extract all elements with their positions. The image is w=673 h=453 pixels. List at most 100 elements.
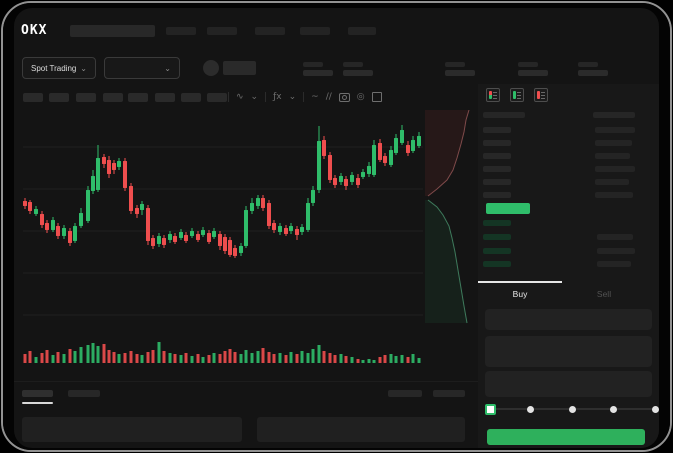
volume-bar: [317, 345, 321, 363]
orderbook-buy-view-icon[interactable]: [510, 88, 524, 102]
drawing-tools-icon[interactable]: //: [325, 92, 332, 102]
candle-body: [322, 140, 326, 156]
timeframe-button[interactable]: [207, 93, 227, 102]
pair-selector[interactable]: ⌄: [104, 57, 180, 79]
chevron-down-icon[interactable]: ⌄: [288, 92, 297, 102]
candle-body: [96, 158, 100, 190]
volume-bar: [162, 351, 166, 363]
candle-body: [233, 248, 237, 256]
timeframe-button[interactable]: [155, 93, 175, 102]
camera-icon[interactable]: [338, 92, 350, 102]
settings-icon[interactable]: ◎: [356, 92, 365, 102]
orderbook-sell-view-icon[interactable]: [534, 88, 548, 102]
indicators-icon[interactable]: ƒx: [273, 92, 282, 102]
candle-body: [383, 156, 387, 163]
candle-body: [102, 157, 106, 164]
timeframe-button[interactable]: [128, 93, 148, 102]
candle-body: [256, 198, 260, 206]
line-tool-icon[interactable]: ~: [311, 92, 319, 102]
candle-body: [56, 226, 60, 236]
volume-bar: [196, 354, 200, 363]
okx-logo[interactable]: OKX: [21, 23, 48, 38]
volume-bar: [34, 357, 38, 363]
volume-bar: [140, 355, 144, 363]
view-icon-line: [541, 94, 545, 96]
candle-body: [367, 166, 371, 174]
stat-value-placeholder: [445, 70, 475, 76]
candle-body: [157, 236, 161, 244]
view-icon-line: [493, 97, 497, 99]
ask-amount-placeholder: [595, 192, 633, 198]
view-icon-line: [541, 97, 545, 99]
orderbook-header-placeholder: [483, 112, 525, 118]
volume-bar: [51, 355, 55, 363]
candle-type-icon[interactable]: ∿: [236, 92, 244, 102]
slider-step-dot[interactable]: [609, 406, 617, 413]
bid-price-placeholder: [483, 248, 511, 254]
order-form-field[interactable]: [485, 371, 652, 397]
divider: [303, 92, 305, 102]
slider-step-dot[interactable]: [651, 406, 659, 413]
candle-body: [212, 231, 216, 237]
candle-body: [344, 179, 348, 186]
ask-price-placeholder: [483, 127, 511, 133]
slider-step-dot[interactable]: [526, 406, 534, 413]
volume-bar: [184, 353, 188, 363]
ask-amount-placeholder: [595, 166, 635, 172]
volume-bar: [123, 353, 127, 363]
order-form-field[interactable]: [485, 309, 652, 330]
volume-bar: [267, 352, 271, 363]
view-icon-marker: [513, 91, 516, 99]
candle-body: [289, 226, 293, 231]
chevron-down-icon: ⌄: [164, 63, 171, 73]
volume-bar: [102, 344, 106, 363]
volume-bar: [306, 353, 310, 363]
timeframe-button[interactable]: [181, 93, 201, 102]
timeframe-button[interactable]: [23, 93, 43, 102]
candle-body: [123, 161, 127, 188]
candle-body: [173, 236, 177, 242]
candle-body: [250, 203, 254, 211]
ask-amount-placeholder: [595, 153, 630, 159]
volume-bar: [261, 348, 265, 363]
volume-bar: [45, 350, 49, 363]
ask-amount-placeholder: [595, 179, 629, 185]
candle-body: [406, 145, 410, 153]
chart-toolbar: ∿ ⌄ ƒx ⌄ ~ // ◎: [228, 89, 382, 105]
buy-submit-button[interactable]: [487, 429, 645, 445]
candle-body: [284, 228, 288, 234]
timeframe-button[interactable]: [49, 93, 69, 102]
timeframe-button[interactable]: [103, 93, 123, 102]
volume-bar: [406, 357, 410, 363]
bid-price-placeholder: [483, 220, 511, 226]
market-type-selector[interactable]: Spot Trading ⌄: [22, 57, 96, 79]
ask-amount-placeholder: [595, 140, 632, 146]
candle-body: [28, 202, 32, 211]
order-form-field[interactable]: [485, 336, 652, 367]
fullscreen-icon[interactable]: [371, 92, 382, 102]
bid-price-placeholder: [483, 261, 511, 267]
candle-body: [317, 141, 321, 190]
slider-handle[interactable]: [484, 404, 496, 415]
candle-body: [79, 213, 83, 226]
last-price-bar[interactable]: [486, 203, 530, 214]
stat-value-placeholder: [343, 70, 373, 76]
view-icon-line: [517, 97, 521, 99]
candle-body: [356, 178, 360, 185]
candle-body: [350, 175, 354, 182]
stat-value-placeholder: [578, 70, 608, 76]
orderbook-view-switcher: [486, 88, 548, 102]
tab-buy[interactable]: Buy: [478, 284, 562, 304]
volume-bar: [339, 354, 343, 363]
slider-step-dot[interactable]: [568, 406, 576, 413]
candle-body: [45, 223, 49, 230]
candle-body: [196, 234, 200, 240]
depth-chart[interactable]: [425, 110, 478, 325]
chevron-down-icon[interactable]: ⌄: [250, 92, 259, 102]
timeframe-button[interactable]: [76, 93, 96, 102]
candle-body: [223, 237, 227, 251]
candlestick-chart[interactable]: [23, 110, 423, 366]
coin-icon: [203, 60, 219, 76]
tab-sell[interactable]: Sell: [562, 284, 646, 304]
orderbook-split-view-icon[interactable]: [486, 88, 500, 102]
